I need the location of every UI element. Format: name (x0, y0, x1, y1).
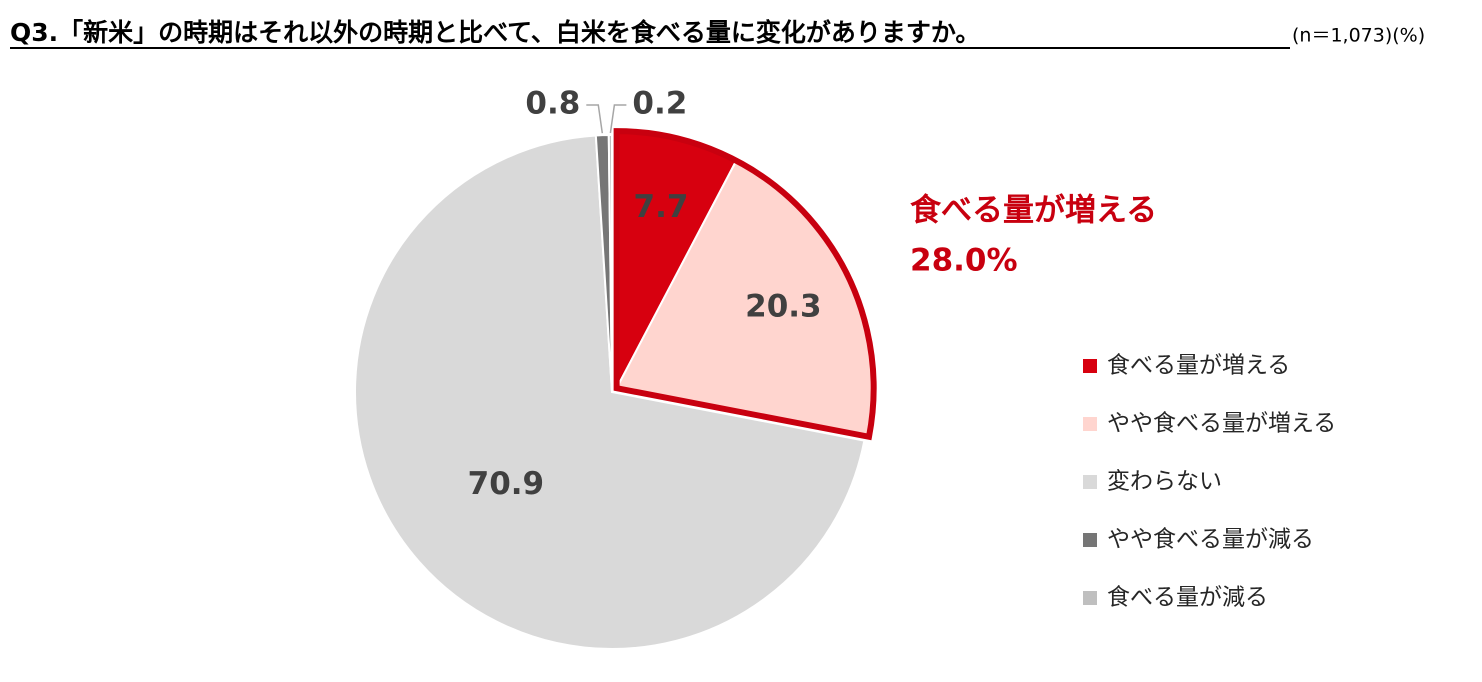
legend-label: 食べる量が減る (1107, 585, 1268, 611)
highlight-outline (613, 128, 877, 441)
legend-swatch (1083, 359, 1097, 373)
pie-slice (607, 133, 613, 393)
leader-line (609, 104, 627, 134)
legend-swatch (1083, 533, 1097, 547)
data-label: 20.3 (745, 289, 822, 325)
pie-slice (354, 134, 866, 650)
legend-label: やや食べる量が減る (1107, 527, 1314, 553)
chart-subtitle: (n＝1,073)(%) (1292, 25, 1425, 47)
legend-label: 食べる量が増える (1107, 353, 1290, 379)
leader-line (586, 104, 604, 134)
data-label: 0.2 (632, 86, 687, 122)
legend-swatch (1083, 417, 1097, 431)
chart-title: Q3.「新米」の時期はそれ以外の時期と比べて、白米を食べる量に変化がありますか。 (10, 18, 980, 47)
annotation-label: 食べる量が増える (910, 193, 1157, 229)
data-label: 0.8 (525, 86, 580, 122)
legend-swatch (1083, 591, 1097, 605)
data-label: 7.7 (634, 189, 689, 225)
legend-label: やや食べる量が増える (1107, 411, 1336, 437)
legend-label: 変わらない (1107, 469, 1222, 495)
data-label: 70.9 (468, 466, 545, 502)
annotation-value: 28.0% (910, 243, 1018, 279)
legend-swatch (1083, 475, 1097, 489)
